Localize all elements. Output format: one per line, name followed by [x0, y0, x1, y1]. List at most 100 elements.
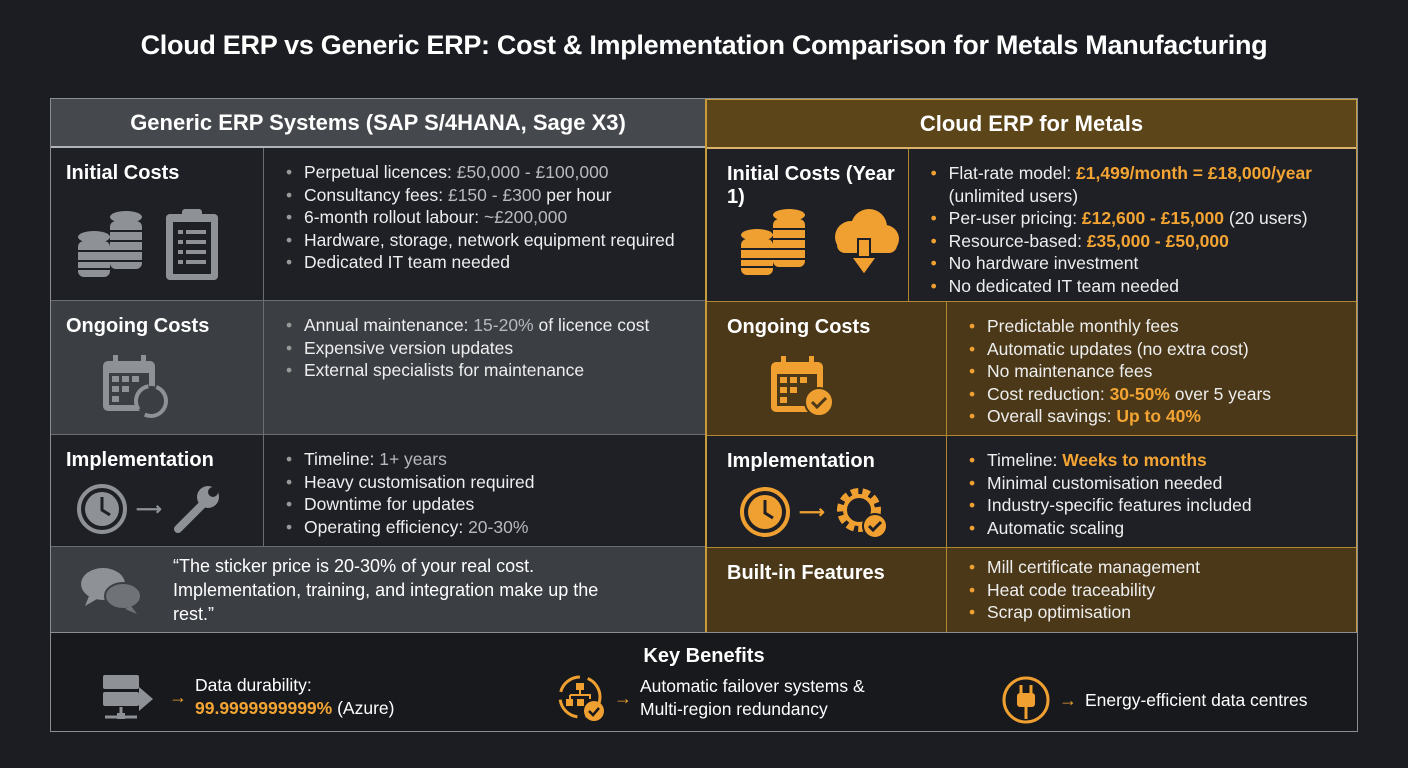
- arrow-icon: →: [169, 686, 187, 707]
- highlight-value: £50,000 - £100,000: [456, 162, 609, 182]
- wrench-icon: [173, 486, 219, 533]
- list-item: Mill certificate management: [969, 556, 1200, 579]
- calendar-refresh-icon: [103, 355, 168, 418]
- list-item: Dedicated IT team needed: [286, 251, 675, 274]
- item-text: Cost reduction:: [987, 383, 1110, 404]
- row-label: Initial Costs (Year 1): [727, 163, 895, 208]
- item-text: Heat code traceability: [987, 579, 1156, 600]
- generic-ongoing-costs-row: Ongoing Costs Annual maintenance: 15-20%…: [51, 301, 705, 435]
- item-text: Heavy customisation required: [304, 471, 535, 492]
- benefit-text: (Azure): [332, 698, 395, 718]
- arrow-icon: →: [1059, 689, 1077, 710]
- item-text: Predictable monthly fees: [987, 316, 1179, 336]
- generic-implementation-row: Implementation ⟶ Timeline: 1+ yearsHeavy…: [51, 435, 705, 547]
- arrow-icon: ⟶: [136, 498, 162, 519]
- coin-stacks-icon: [78, 211, 142, 277]
- item-text: (unlimited users): [948, 185, 1079, 206]
- generic-quote-row: “The sticker price is 20-30% of your rea…: [51, 547, 705, 632]
- benefit-failover: → Automatic failover systems & Multi-regi…: [556, 673, 865, 723]
- key-benefits-panel: Key Benefits → Data durability: 99.999999…: [51, 632, 1357, 731]
- list-item: Timeline: 1+ years: [286, 448, 535, 471]
- list-item: Scrap optimisation: [969, 601, 1200, 624]
- list-item: Annual maintenance: 15-20% of licence co…: [286, 314, 649, 337]
- highlight-value: 30-50%: [1109, 383, 1170, 404]
- item-text: No hardware investment: [948, 253, 1139, 273]
- clipboard-checklist-icon: [166, 209, 218, 280]
- list-item: No dedicated IT team needed: [931, 275, 1356, 298]
- generic-initial-costs-row: Initial Costs Perpetual licences: £50,00…: [51, 148, 705, 301]
- generic-initial-costs-list: Perpetual licences: £50,000 - £100,000Co…: [264, 148, 675, 300]
- highlight-value: £150 - £300: [447, 184, 542, 205]
- cloud-built-in-features-row: Built-in Features Mill certificate manag…: [707, 548, 1356, 633]
- list-item: Overall savings: Up to 40%: [969, 405, 1271, 428]
- generic-ongoing-costs-list: Annual maintenance: 15-20% of licence co…: [264, 301, 649, 434]
- cloud-initial-costs-row: Initial Costs (Year 1) Flat-rate model: …: [707, 149, 1356, 302]
- item-text: Mill certificate management: [987, 557, 1200, 577]
- server-network-icon: [103, 675, 153, 719]
- coin-stacks-icon: [741, 209, 805, 275]
- list-item: Heat code traceability: [969, 579, 1200, 602]
- list-item: Perpetual licences: £50,000 - £100,000: [286, 161, 675, 184]
- list-item: Flat-rate model: £1,499/month = £18,000/…: [931, 162, 1356, 207]
- item-text: Scrap optimisation: [987, 602, 1131, 622]
- row-label: Implementation: [727, 450, 875, 472]
- list-item: Consultancy fees: £150 - £300 per hour: [286, 184, 675, 207]
- item-text: Timeline:: [304, 449, 380, 469]
- arrow-icon: →: [614, 687, 632, 708]
- benefit-text: Multi-region redundancy: [640, 699, 828, 719]
- item-text: Automatic scaling: [987, 517, 1125, 538]
- benefit-data-durability: → Data durability: 99.9999999999% (Azure): [101, 673, 394, 721]
- cloud-erp-header: Cloud ERP for Metals: [707, 100, 1356, 149]
- highlight-value: £35,000 - £50,000: [1086, 230, 1229, 251]
- item-text: Automatic updates (no extra cost): [987, 338, 1249, 359]
- clock-icon: [77, 484, 127, 534]
- item-text: Flat-rate model:: [948, 163, 1077, 183]
- list-item: No maintenance fees: [969, 360, 1271, 383]
- cloud-initial-costs-list: Flat-rate model: £1,499/month = £18,000/…: [909, 149, 1356, 301]
- cloud-erp-column: Cloud ERP for Metals Initial Costs (Year…: [706, 99, 1357, 633]
- highlight-value: 15-20%: [473, 315, 534, 335]
- item-text: per hour: [541, 184, 612, 205]
- item-text: Annual maintenance:: [304, 315, 474, 335]
- item-text: Minimal customisation needed: [987, 472, 1223, 493]
- highlight-value: 1+ years: [379, 449, 447, 469]
- list-item: Hardware, storage, network equipment req…: [286, 229, 675, 252]
- item-text: Resource-based:: [948, 230, 1087, 251]
- failover-hierarchy-icon: [558, 675, 604, 721]
- list-item: Automatic updates (no extra cost): [969, 338, 1271, 361]
- list-item: Resource-based: £35,000 - £50,000: [931, 230, 1356, 253]
- speech-bubbles-icon: [81, 567, 142, 614]
- list-item: Timeline: Weeks to months: [969, 449, 1252, 472]
- row-label: Implementation: [66, 449, 214, 471]
- list-item: Predictable monthly fees: [969, 315, 1271, 338]
- arrow-icon: ⟶: [799, 501, 825, 522]
- clock-icon: [740, 487, 790, 537]
- generic-erp-header: Generic ERP Systems (SAP S/4HANA, Sage X…: [51, 99, 705, 148]
- cloud-download-icon: [835, 209, 899, 277]
- item-text: Expensive version updates: [304, 337, 514, 358]
- cloud-features-list: Mill certificate managementHeat code tra…: [947, 548, 1200, 633]
- item-text: Industry-specific features included: [987, 495, 1252, 515]
- benefit-text: Energy-efficient data centres: [1085, 689, 1308, 710]
- item-text: Downtime for updates: [304, 494, 475, 514]
- item-text: Perpetual licences:: [304, 162, 457, 182]
- item-text: Overall savings:: [987, 406, 1117, 426]
- list-item: 6-month rollout labour: ~£200,000: [286, 206, 675, 229]
- list-item: Automatic scaling: [969, 517, 1252, 540]
- generic-implementation-list: Timeline: 1+ yearsHeavy customisation re…: [264, 435, 535, 546]
- row-label: Ongoing Costs: [66, 315, 210, 337]
- item-text: Operating efficiency:: [304, 516, 469, 537]
- cloud-implementation-row: Implementation ⟶ Timeline: Weeks to mont…: [707, 436, 1356, 548]
- item-text: External specialists for maintenance: [304, 360, 585, 380]
- cloud-implementation-list: Timeline: Weeks to monthsMinimal customi…: [947, 436, 1252, 547]
- item-text: over 5 years: [1169, 383, 1272, 404]
- item-text: Dedicated IT team needed: [304, 252, 510, 272]
- generic-erp-column: Generic ERP Systems (SAP S/4HANA, Sage X…: [51, 99, 706, 632]
- item-text: Consultancy fees:: [304, 184, 448, 205]
- list-item: Industry-specific features included: [969, 494, 1252, 517]
- list-item: Cost reduction: 30-50% over 5 years: [969, 383, 1271, 406]
- list-item: Expensive version updates: [286, 337, 649, 360]
- list-item: Heavy customisation required: [286, 471, 535, 494]
- list-item: External specialists for maintenance: [286, 359, 649, 382]
- highlight-value: ~£200,000: [483, 207, 568, 227]
